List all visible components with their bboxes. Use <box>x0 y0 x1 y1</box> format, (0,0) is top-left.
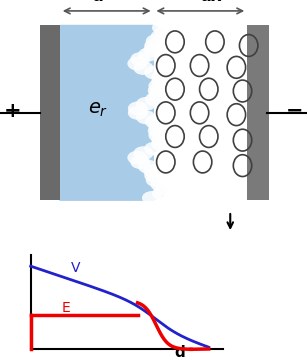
Ellipse shape <box>152 21 172 35</box>
Bar <box>40 25 60 200</box>
Ellipse shape <box>143 164 163 178</box>
Ellipse shape <box>150 30 170 44</box>
Ellipse shape <box>138 48 158 62</box>
Ellipse shape <box>151 70 171 84</box>
Text: $\mathit{e}_r$: $\mathit{e}_r$ <box>88 100 108 119</box>
Ellipse shape <box>148 128 168 142</box>
Ellipse shape <box>148 83 168 97</box>
Ellipse shape <box>148 124 168 138</box>
Ellipse shape <box>136 110 156 124</box>
Ellipse shape <box>130 155 150 169</box>
Ellipse shape <box>127 151 147 165</box>
Text: dx: dx <box>199 0 222 5</box>
Ellipse shape <box>148 119 168 133</box>
Ellipse shape <box>148 79 168 93</box>
Ellipse shape <box>134 146 154 160</box>
Ellipse shape <box>146 34 166 48</box>
Ellipse shape <box>143 43 163 57</box>
Ellipse shape <box>142 191 162 205</box>
Text: E: E <box>62 301 70 314</box>
Ellipse shape <box>148 88 168 102</box>
Ellipse shape <box>128 102 148 115</box>
Ellipse shape <box>152 187 172 201</box>
Bar <box>154 25 247 200</box>
Text: d: d <box>174 345 185 360</box>
Ellipse shape <box>144 142 164 155</box>
Text: V: V <box>71 261 80 274</box>
Bar <box>60 25 154 200</box>
Ellipse shape <box>127 57 147 71</box>
Ellipse shape <box>150 178 170 191</box>
Ellipse shape <box>144 66 164 79</box>
Ellipse shape <box>151 137 171 151</box>
Ellipse shape <box>128 106 148 120</box>
Ellipse shape <box>155 25 175 39</box>
Bar <box>247 25 269 200</box>
Ellipse shape <box>130 52 150 66</box>
Ellipse shape <box>138 160 158 174</box>
Ellipse shape <box>151 133 171 147</box>
Ellipse shape <box>144 169 164 182</box>
Polygon shape <box>60 25 166 200</box>
Ellipse shape <box>151 75 171 88</box>
Text: d: d <box>91 0 103 5</box>
Ellipse shape <box>145 115 165 129</box>
Ellipse shape <box>136 97 156 111</box>
Text: −: − <box>286 101 304 121</box>
Ellipse shape <box>155 182 175 196</box>
Ellipse shape <box>144 39 164 52</box>
Ellipse shape <box>134 61 154 75</box>
Ellipse shape <box>146 173 166 187</box>
Ellipse shape <box>145 92 165 106</box>
Text: +: + <box>3 101 21 121</box>
